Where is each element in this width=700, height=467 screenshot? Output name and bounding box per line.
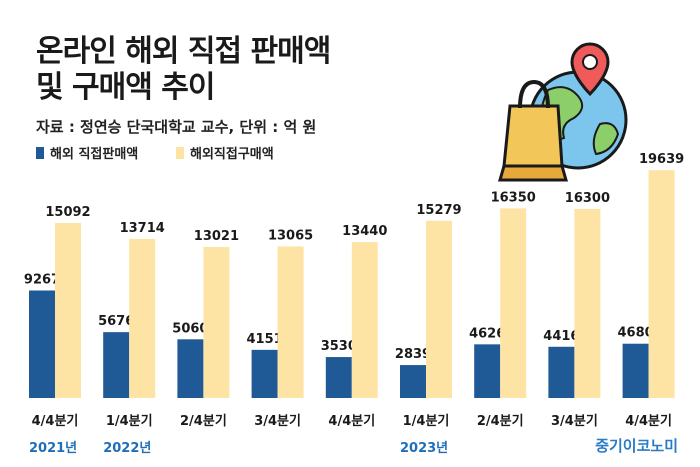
bar-sales-3 xyxy=(251,349,278,398)
bar-purchase-7 xyxy=(574,208,601,398)
shopping-globe-icon xyxy=(498,42,628,182)
data-label-purchase-0: 15092 xyxy=(45,205,90,220)
bar-purchase-5 xyxy=(426,220,452,398)
bar-purchase-4 xyxy=(351,242,378,398)
bar-sales-7 xyxy=(548,346,575,398)
data-label-purchase-2: 13021 xyxy=(194,229,239,244)
legend-item-sales: 해외 직접판매액 xyxy=(36,143,138,162)
bar-sales-8 xyxy=(622,343,649,398)
brand-logo-text: 중기이코노미 xyxy=(595,437,678,455)
data-label-sales-7: 4416 xyxy=(543,329,579,344)
x-tick-label-7: 3/4분기 xyxy=(551,414,598,429)
bar-sales-6 xyxy=(474,344,501,398)
legend-item-purchase: 해외직접구매액 xyxy=(176,143,274,162)
bar-sales-2 xyxy=(177,339,204,398)
bar-purchase-8 xyxy=(648,170,675,398)
x-tick-label-8: 4/4분기 xyxy=(625,414,672,429)
data-label-purchase-1: 13714 xyxy=(120,221,165,236)
x-tick-label-5: 1/4분기 xyxy=(403,414,450,429)
data-label-purchase-3: 13065 xyxy=(268,228,313,243)
data-label-sales-0: 9267 xyxy=(24,273,60,288)
data-label-sales-3: 4151 xyxy=(247,332,283,347)
data-label-sales-4: 3530 xyxy=(321,339,357,354)
source-note: 자료 : 정연승 단국대학교 교수, 단위 : 억 원 xyxy=(36,118,317,136)
bar-sales-0 xyxy=(29,290,55,398)
bar-sales-4 xyxy=(325,357,352,398)
page-title-line2: 및 구매액 추이 xyxy=(36,70,215,105)
x-tick-label-1: 1/4분기 xyxy=(106,414,153,429)
bar-purchase-1 xyxy=(129,238,156,398)
bar-purchase-2 xyxy=(203,246,230,398)
data-label-purchase-8: 19639 xyxy=(639,152,684,167)
data-label-purchase-6: 16350 xyxy=(491,190,536,205)
data-label-sales-5: 2839 xyxy=(395,347,431,362)
legend-label-sales: 해외 직접판매액 xyxy=(50,147,139,162)
data-label-purchase-4: 13440 xyxy=(342,224,387,239)
bar-sales-5 xyxy=(400,365,426,398)
year-label-2021: 2021년 xyxy=(29,441,78,456)
x-tick-label-6: 2/4분기 xyxy=(477,414,524,429)
bar-purchase-6 xyxy=(500,208,527,398)
data-label-sales-1: 5676 xyxy=(98,314,134,329)
bar-purchase-3 xyxy=(277,246,304,398)
legend-label-purchase: 해외직접구매액 xyxy=(190,147,274,162)
data-label-purchase-7: 16300 xyxy=(565,191,610,206)
x-tick-label-0: 4/4분기 xyxy=(32,414,79,429)
data-label-sales-8: 4680 xyxy=(618,326,654,341)
x-tick-label-4: 4/4분기 xyxy=(328,414,375,429)
page-title-line1: 온라인 해외 직접 판매액 xyxy=(36,34,331,69)
data-label-purchase-5: 15279 xyxy=(416,203,461,218)
legend-swatch-sales xyxy=(36,146,44,159)
x-tick-label-3: 3/4분기 xyxy=(254,414,301,429)
year-label-2023: 2023년 xyxy=(400,441,449,456)
data-label-sales-6: 4626 xyxy=(469,326,505,341)
legend-swatch-purchase xyxy=(176,146,184,159)
year-label-2022: 2022년 xyxy=(103,441,152,456)
bar-purchase-0 xyxy=(55,222,81,398)
data-label-sales-2: 5060 xyxy=(172,321,208,336)
bar-sales-1 xyxy=(103,332,130,398)
x-tick-label-2: 2/4분기 xyxy=(180,414,227,429)
